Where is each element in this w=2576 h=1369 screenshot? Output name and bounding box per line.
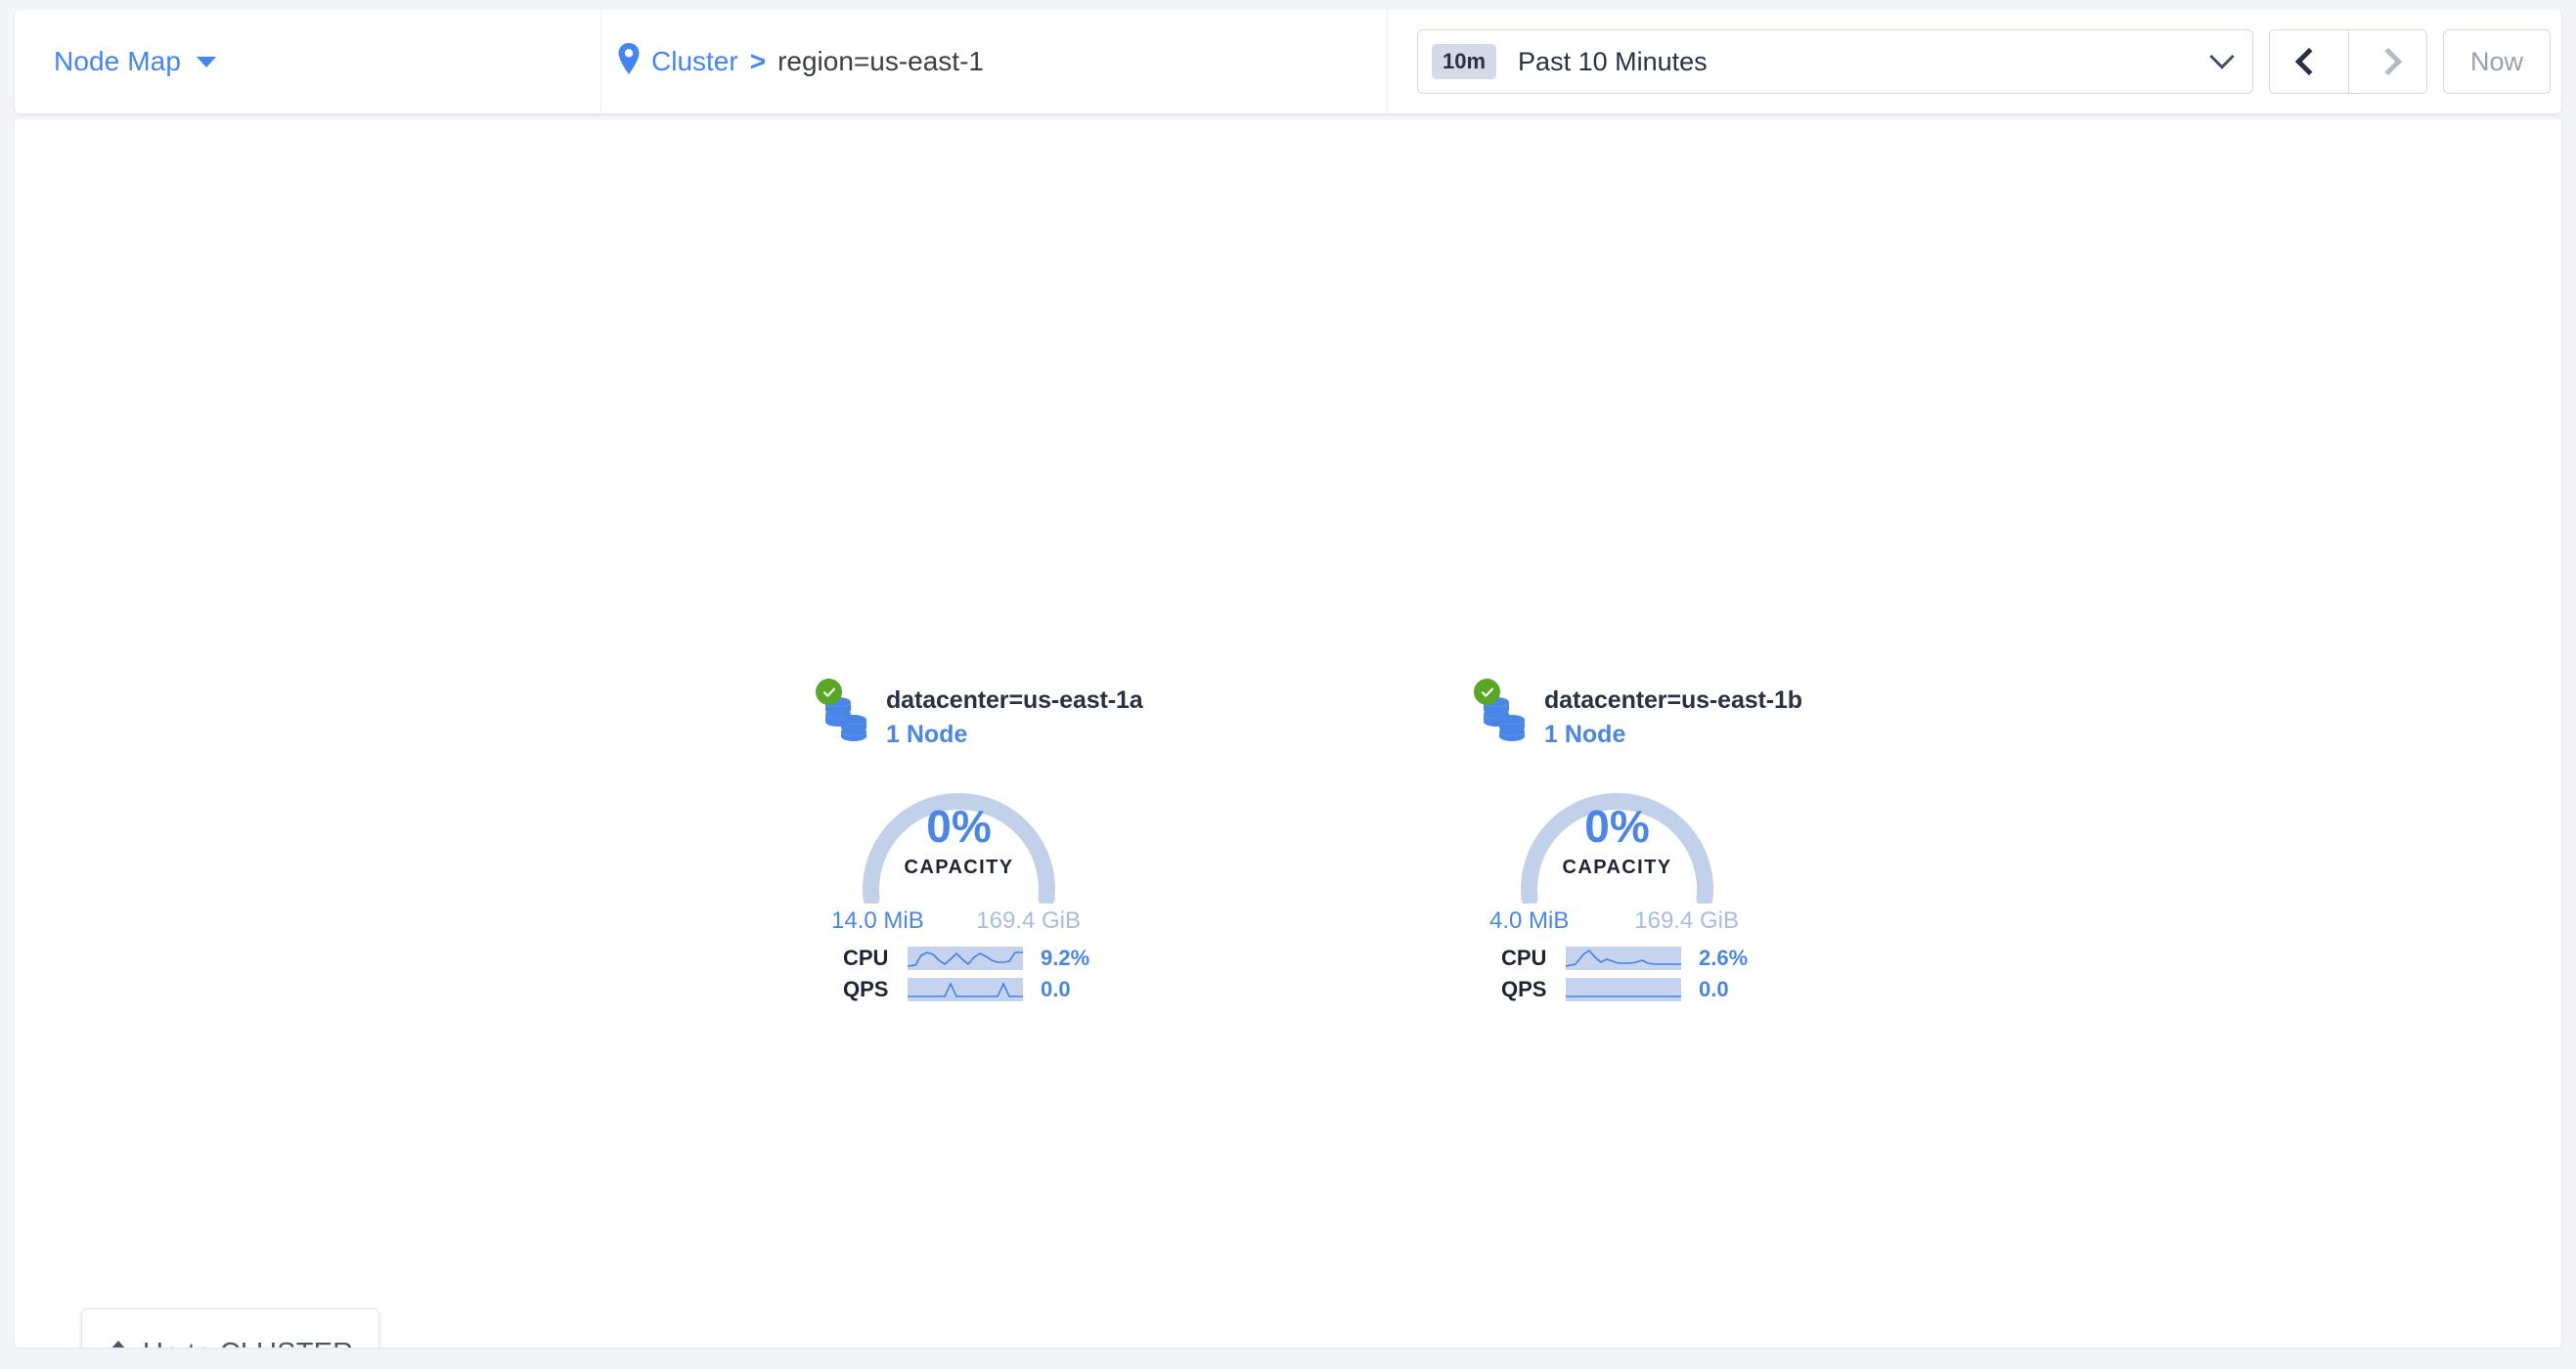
- check-circle-icon: [816, 679, 842, 705]
- metric-sparkline: [908, 947, 1023, 970]
- node-group-icon-wrap: [1474, 679, 1529, 745]
- node-group-card[interactable]: datacenter=us-east-1a 1 Node 0% CAPACITY…: [816, 679, 1174, 1005]
- capacity-total: 169.4 GiB: [1634, 907, 1739, 934]
- time-range-label: Past 10 Minutes: [1518, 46, 1708, 76]
- time-nav-group: [2269, 29, 2427, 94]
- node-group-titles: datacenter=us-east-1b 1 Node: [1544, 684, 1802, 749]
- metric-value: 0.0: [1699, 977, 1729, 1001]
- chevron-down-icon: [2209, 44, 2235, 69]
- metric-label: CPU: [843, 946, 889, 970]
- metrics-list: CPU 2.6% QPS 0.0: [1501, 943, 1832, 1005]
- view-selector-label: Node Map: [54, 46, 181, 76]
- node-group-title: datacenter=us-east-1a: [886, 686, 1143, 714]
- now-button[interactable]: Now: [2443, 29, 2551, 94]
- capacity-percent: 0%: [926, 801, 992, 852]
- metrics-list: CPU 9.2% QPS 0.0: [843, 943, 1174, 1005]
- metric-value: 2.6%: [1699, 946, 1749, 970]
- capacity-gauge-text: 0% CAPACITY: [849, 804, 1069, 879]
- top-toolbar: Node Map Cluster > region=us-east-1 10m …: [15, 10, 2561, 113]
- metric-sparkline: [1566, 947, 1681, 970]
- toolbar-time-section: 10m Past 10 Minutes Now: [1388, 10, 2561, 113]
- metric-sparkline: [908, 978, 1023, 1001]
- chevron-down-icon: [197, 56, 216, 67]
- metric-label: QPS: [1501, 977, 1547, 1001]
- time-next-button[interactable]: [2348, 30, 2426, 93]
- capacity-gauge: 0% CAPACITY: [849, 767, 1069, 904]
- capacity-used: 14.0 MiB: [831, 907, 924, 934]
- capacity-values-row: 14.0 MiB 169.4 GiB: [831, 907, 1081, 935]
- chevron-left-icon: [2294, 47, 2324, 76]
- node-group-header: datacenter=us-east-1a 1 Node: [816, 679, 1174, 755]
- up-to-cluster-label: Up to CLUSTER: [143, 1338, 353, 1348]
- capacity-gauge: 0% CAPACITY: [1507, 767, 1727, 904]
- check-circle-icon: [1474, 679, 1500, 705]
- up-to-cluster-button[interactable]: Up to CLUSTER: [81, 1308, 380, 1348]
- metric-row: QPS 0.0: [843, 974, 1174, 1005]
- arrow-up-icon: [108, 1339, 129, 1347]
- metric-sparkline: [1566, 978, 1681, 1001]
- capacity-values-row: 4.0 MiB 169.4 GiB: [1489, 907, 1739, 935]
- metric-row: CPU 2.6%: [1501, 943, 1832, 974]
- capacity-label: CAPACITY: [904, 857, 1014, 878]
- metric-label: QPS: [843, 977, 889, 1001]
- capacity-gauge-text: 0% CAPACITY: [1507, 804, 1727, 879]
- toolbar-left-section: Node Map: [15, 10, 601, 113]
- node-group-card[interactable]: datacenter=us-east-1b 1 Node 0% CAPACITY…: [1474, 679, 1832, 1005]
- node-group-titles: datacenter=us-east-1a 1 Node: [886, 684, 1143, 749]
- time-range-select[interactable]: 10m Past 10 Minutes: [1417, 29, 2253, 94]
- breadcrumb-separator: >: [749, 46, 767, 76]
- node-group-title: datacenter=us-east-1b: [1544, 686, 1802, 714]
- node-map-canvas: datacenter=us-east-1a 1 Node 0% CAPACITY…: [15, 119, 2561, 1347]
- chevron-right-icon: [2374, 47, 2402, 76]
- capacity-label: CAPACITY: [1562, 857, 1672, 878]
- time-range-badge: 10m: [1432, 44, 1497, 79]
- node-group-subtitle: 1 Node: [886, 721, 968, 748]
- breadcrumb: Cluster > region=us-east-1: [616, 42, 984, 82]
- location-pin-icon: [616, 42, 642, 82]
- metric-row: CPU 9.2%: [843, 943, 1174, 974]
- capacity-used: 4.0 MiB: [1489, 907, 1570, 934]
- node-group-header: datacenter=us-east-1b 1 Node: [1474, 679, 1832, 755]
- metric-label: CPU: [1501, 946, 1547, 970]
- view-selector-node-map[interactable]: Node Map: [54, 46, 216, 77]
- capacity-percent: 0%: [1584, 801, 1650, 852]
- breadcrumb-current: region=us-east-1: [777, 46, 984, 76]
- time-prev-button[interactable]: [2270, 30, 2348, 93]
- breadcrumb-link-cluster[interactable]: Cluster: [651, 46, 738, 76]
- node-group-icon-wrap: [816, 679, 870, 745]
- toolbar-breadcrumb-section: Cluster > region=us-east-1: [601, 10, 1388, 113]
- metric-row: QPS 0.0: [1501, 974, 1832, 1005]
- node-group-subtitle: 1 Node: [1544, 721, 1626, 748]
- metric-value: 0.0: [1041, 977, 1071, 1001]
- metric-value: 9.2%: [1041, 946, 1090, 970]
- capacity-total: 169.4 GiB: [976, 907, 1081, 934]
